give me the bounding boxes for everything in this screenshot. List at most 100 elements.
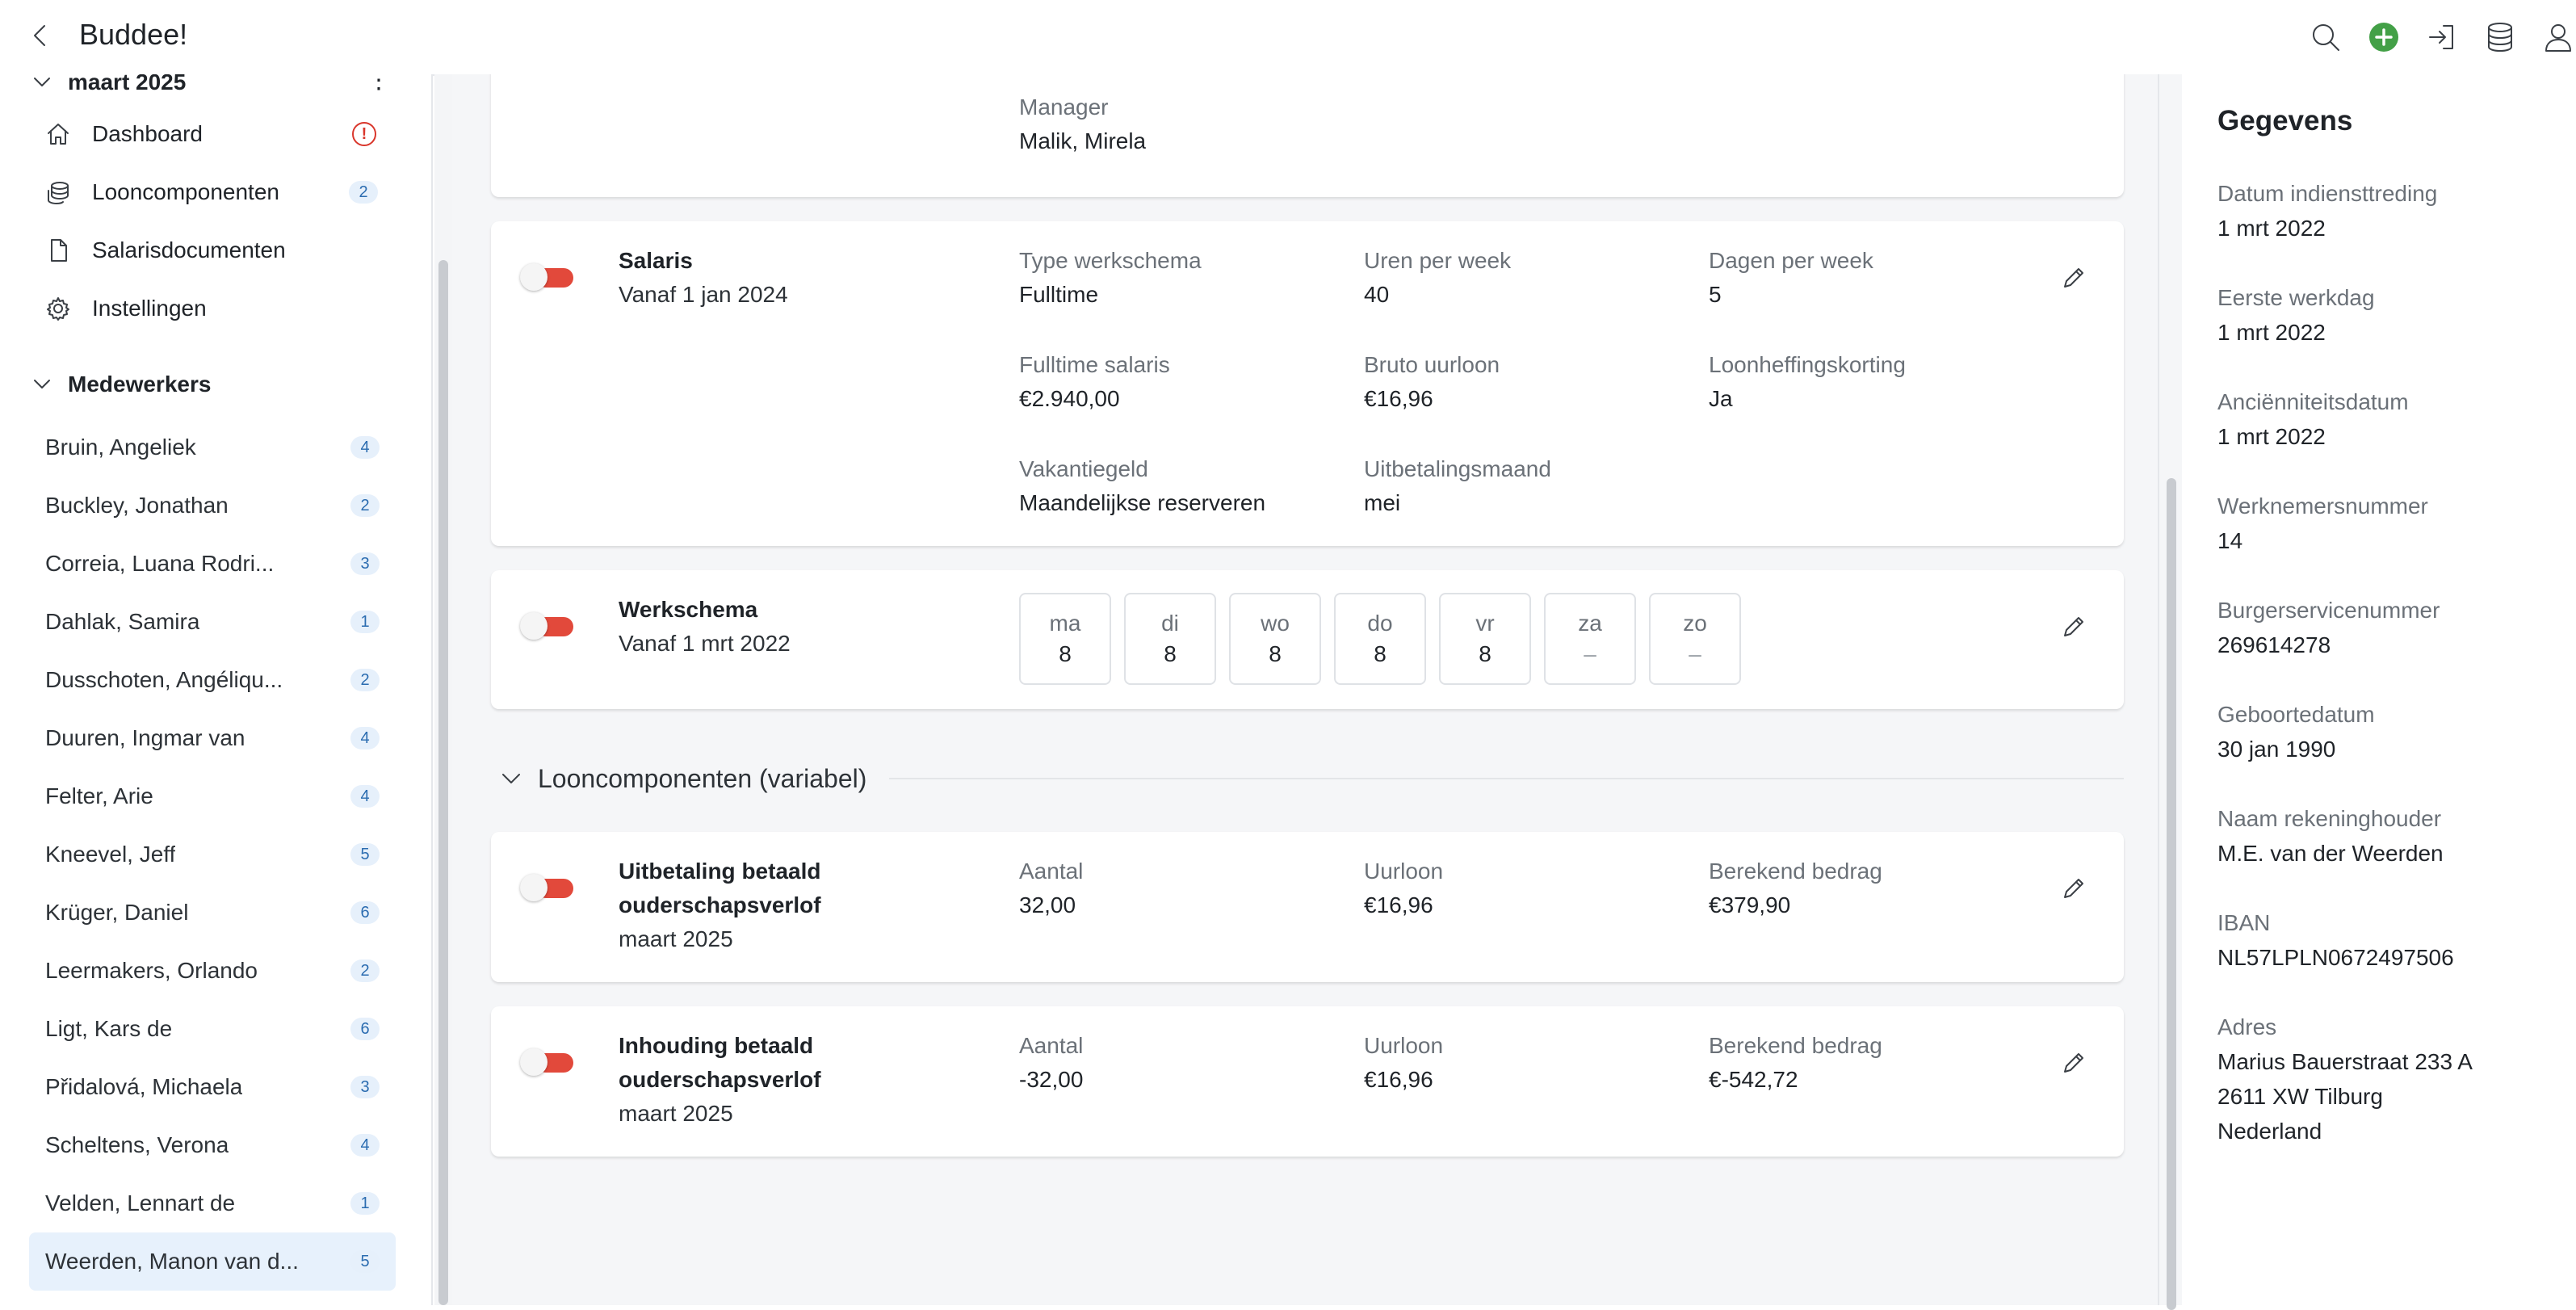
detail-field: Datum indiensttreding 1 mrt 2022 [2217,176,2437,246]
day-hours: 8 [1479,641,1491,666]
employee-item[interactable]: Buckley, Jonathan 2 [29,481,396,530]
count-badge: 1 [350,1192,380,1215]
employee-item[interactable]: Felter, Arie 4 [29,772,396,821]
count-badge: 4 [350,1134,380,1157]
address-line: 2611 XW Tilburg [2217,1084,2383,1109]
day-hours: 8 [1374,641,1387,666]
employee-item-selected[interactable]: Weerden, Manon van d... 5 [29,1232,396,1291]
count-badge: 2 [350,494,380,517]
field-type-werkschema: Type werkschema Fulltime [1019,244,1202,312]
employee-item[interactable]: Krüger, Daniel 6 [29,888,396,937]
component-toggle[interactable] [520,1048,575,1076]
detail-field: Eerste werkdag 1 mrt 2022 [2217,280,2375,350]
card-title: Inhouding betaald [619,1033,814,1058]
menu-item-looncomponenten[interactable]: Looncomponenten 2 [45,170,384,215]
search-button[interactable] [2301,13,2350,61]
pencil-icon [2064,617,2083,636]
field-value: €16,96 [1364,892,1433,917]
count-badge: 4 [350,727,380,749]
card-subtitle: Vanaf 1 jan 2024 [619,282,788,307]
employee-item[interactable]: Dahlak, Samira 1 [29,598,396,646]
field-aantal: Aantal -32,00 [1019,1029,1083,1097]
employee-item[interactable]: Přidalová, Michaela 3 [29,1063,396,1111]
top-bar: Buddee! [0,0,2576,76]
employee-item[interactable]: Scheltens, Verona 4 [29,1121,396,1169]
sidebar-scrollbar[interactable] [434,74,454,1305]
edit-button[interactable] [2059,874,2088,903]
card-subtitle: maart 2025 [619,1101,733,1126]
employee-name: Correia, Luana Rodri... [45,551,275,576]
day-cell: za – [1544,593,1636,685]
sidebar-scrollbar-thumb[interactable] [438,260,448,1305]
day-hours: 8 [1059,641,1072,666]
toggle-knob [520,612,548,640]
employee-item[interactable]: Duuren, Ingmar van 4 [29,714,396,762]
menu-item-dashboard[interactable]: Dashboard ! [45,111,384,157]
edit-button[interactable] [2059,263,2088,292]
employee-name: Felter, Arie [45,783,153,808]
toggle-knob [520,1048,548,1076]
day-hours: – [1689,641,1701,666]
day-name: zo [1683,611,1707,636]
count-badge: 5 [350,1250,380,1273]
count-badge: 6 [350,901,380,924]
card-subtitle: maart 2025 [619,926,733,951]
employee-name: Leermakers, Orlando [45,958,258,983]
employee-item[interactable]: Velden, Lennart de 1 [29,1179,396,1228]
database-button[interactable] [2476,13,2524,61]
employee-item[interactable]: Correia, Luana Rodri... 3 [29,540,396,588]
manager-card: Manager Malik, Mirela [491,74,2124,197]
user-icon [2545,24,2571,52]
count-badge: 4 [350,785,380,808]
detail-value: M.E. van der Weerden [2217,841,2444,866]
pencil-icon [2064,879,2083,898]
employee-item[interactable]: Dusschoten, Angéliqu... 2 [29,656,396,704]
field-vakantiegeld: Vakantiegeld Maandelijkse reserveren [1019,452,1265,520]
period-header[interactable]: maart 2025 [31,74,186,105]
day-name: di [1161,611,1179,636]
employee-item[interactable]: Kneevel, Jeff 5 [29,830,396,879]
menu-item-instellingen[interactable]: Instellingen [45,286,384,331]
employee-name: Ligt, Kars de [45,1016,173,1041]
day-hours: – [1584,641,1596,666]
detail-value: 1 mrt 2022 [2217,320,2326,345]
menu-item-salarisdocumenten[interactable]: Salarisdocumenten [45,228,384,273]
component-card: Inhouding betaald ouderschapsverlof maar… [491,1006,2124,1157]
count-badge: 5 [350,843,380,866]
edit-button[interactable] [2059,1048,2088,1077]
field-label: Aantal [1019,1033,1084,1058]
field-label: Uren per week [1364,248,1512,273]
field-value: €-542,72 [1709,1067,1798,1092]
variable-section-header[interactable]: Looncomponenten (variabel) [491,761,2124,796]
edit-button[interactable] [2059,612,2088,641]
main-scrollbar-thumb[interactable] [2167,478,2176,1310]
employee-name: Přidalová, Michaela [45,1074,243,1099]
detail-value: 1 mrt 2022 [2217,424,2326,449]
detail-field: Werknemersnummer 14 [2217,489,2428,558]
day-name: vr [1475,611,1495,636]
employee-item[interactable]: Bruin, Angeliek 4 [29,423,396,472]
field-value: 5 [1709,282,1722,307]
address-line: Marius Bauerstraat 233 A [2217,1049,2473,1074]
sign-in-button[interactable] [2418,13,2466,61]
more-options-button[interactable]: ⋮ [367,74,391,94]
employee-item[interactable]: Leermakers, Orlando 2 [29,947,396,995]
field-label: Bruto uurloon [1364,352,1500,377]
field-value: €16,96 [1364,1067,1433,1092]
field-berekend-bedrag: Berekend bedrag €379,90 [1709,854,1882,922]
field-uitbetalingsmaand: Uitbetalingsmaand mei [1364,452,1551,520]
add-button[interactable] [2360,13,2408,61]
back-button[interactable] [24,18,57,53]
employees-header-label: Medewerkers [68,372,212,397]
employee-name: Krüger, Daniel [45,900,189,925]
detail-field: Anciënniteitsdatum 1 mrt 2022 [2217,384,2409,454]
salaris-toggle[interactable] [520,263,575,291]
main-scrollbar[interactable] [2158,74,2185,1310]
employees-header[interactable]: Medewerkers [31,367,211,402]
salaris-card: Salaris Vanaf 1 jan 2024 Type werkschema… [491,221,2124,546]
werkschema-toggle[interactable] [520,612,575,640]
kebab-icon: ⋮ [367,74,391,94]
user-button[interactable] [2534,13,2576,61]
employee-item[interactable]: Ligt, Kars de 6 [29,1005,396,1053]
component-toggle[interactable] [520,874,575,901]
